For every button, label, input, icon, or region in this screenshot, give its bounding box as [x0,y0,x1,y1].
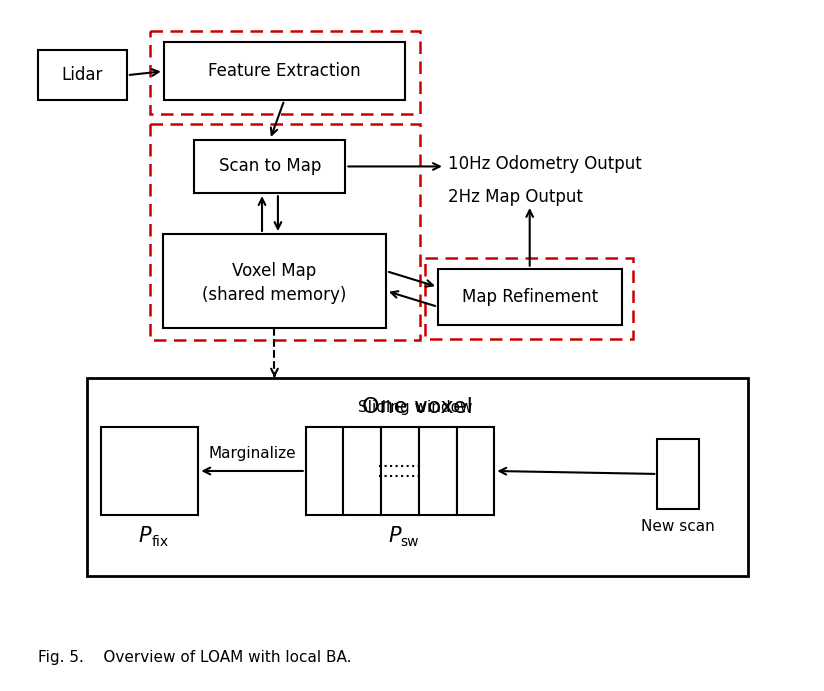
Text: 10Hz Odometry Output: 10Hz Odometry Output [447,155,642,173]
Text: Scan to Map: Scan to Map [219,158,321,176]
Text: fix: fix [151,536,168,549]
Text: $P$: $P$ [138,527,152,547]
Text: Fig. 5.    Overview of LOAM with local BA.: Fig. 5. Overview of LOAM with local BA. [38,650,351,665]
Bar [419,427,456,515]
Bar [456,427,494,515]
Text: Marginalize: Marginalize [208,446,296,461]
Text: Lidar: Lidar [62,66,103,84]
Bar [306,427,344,515]
Text: 2Hz Map Output: 2Hz Map Output [447,188,583,206]
Text: One voxel: One voxel [362,397,473,417]
Bar [382,427,419,515]
Bar [101,427,199,515]
Text: sw: sw [400,536,419,549]
Bar [87,378,747,576]
Text: Voxel Map: Voxel Map [232,262,316,280]
Bar [38,50,127,100]
Text: (shared memory): (shared memory) [202,286,347,304]
Bar [164,42,405,100]
Bar [194,140,345,193]
Bar [150,124,420,340]
Text: New scan: New scan [641,519,715,534]
Text: $P$: $P$ [388,527,402,547]
Bar [438,269,621,325]
Bar [344,427,382,515]
Bar [150,30,420,114]
Bar [162,234,386,328]
Text: Sliding window: Sliding window [358,400,472,415]
Text: Feature Extraction: Feature Extraction [208,62,361,80]
Bar [425,258,634,339]
Bar [658,439,699,509]
Text: Map Refinement: Map Refinement [461,288,597,306]
